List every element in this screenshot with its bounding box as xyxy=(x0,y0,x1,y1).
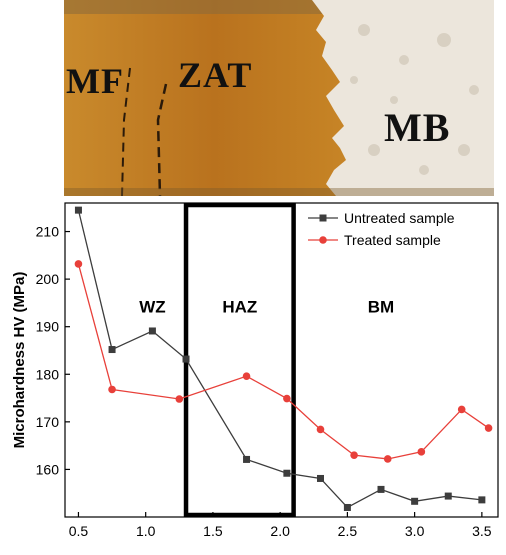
weld-photo-graphic xyxy=(64,0,494,196)
data-point xyxy=(484,424,493,432)
base-metal-region xyxy=(312,0,494,196)
x-tick-label: 3.0 xyxy=(405,523,425,539)
plot-frame xyxy=(64,202,499,518)
fusion-line-2 xyxy=(156,83,168,196)
data-point xyxy=(457,405,466,414)
data-point xyxy=(411,497,419,505)
data-point xyxy=(316,425,325,434)
photo-label-zat: ZAT xyxy=(178,55,253,95)
legend: Untreated sample Treated sample xyxy=(308,210,455,248)
data-point xyxy=(108,385,116,394)
data-point xyxy=(377,485,385,493)
y-tick-label: 200 xyxy=(36,271,60,287)
zone-annotation: BM xyxy=(368,297,394,316)
data-point xyxy=(243,455,251,463)
zone-annotation: HAZ xyxy=(222,297,257,316)
legend-label: Untreated sample xyxy=(344,210,455,226)
data-point xyxy=(316,474,324,482)
data-point xyxy=(383,455,392,463)
data-point xyxy=(108,346,116,354)
data-point xyxy=(175,395,184,403)
y-tick-label: 190 xyxy=(36,319,60,335)
data-point xyxy=(417,448,426,456)
photo-label-mb: MB xyxy=(384,105,451,150)
y-axis: 160 170 180 190 200 210 xyxy=(36,224,70,477)
data-point xyxy=(283,394,291,403)
data-point xyxy=(350,451,358,459)
base-metal-texture xyxy=(350,24,479,175)
data-point xyxy=(478,496,486,504)
legend-marker xyxy=(319,236,327,244)
series-group xyxy=(74,206,493,511)
data-point xyxy=(148,327,156,335)
legend-marker xyxy=(319,214,327,222)
x-axis: 0.5 1.0 1.5 2.0 2.5 3.0 3.5 xyxy=(69,512,492,539)
y-tick-label: 180 xyxy=(36,366,60,382)
legend-label: Treated sample xyxy=(344,232,441,248)
x-tick-label: 3.5 xyxy=(472,523,492,539)
photo-label-mf: MF xyxy=(66,61,124,101)
y-axis-label: Microhardness HV (MPa) xyxy=(11,272,28,449)
data-point xyxy=(182,355,190,363)
data-point xyxy=(444,492,452,500)
x-tick-label: 1.0 xyxy=(136,523,156,539)
y-tick-label: 170 xyxy=(36,414,60,430)
weld-cross-section-photo: MF ZAT MB xyxy=(64,0,494,196)
zone-annotation: WZ xyxy=(139,297,165,316)
series-line-2 xyxy=(77,263,489,460)
series-line-1 xyxy=(77,209,482,509)
x-tick-label: 2.5 xyxy=(338,523,358,539)
data-point xyxy=(74,260,83,268)
haz-box xyxy=(183,202,296,518)
microhardness-chart: 160 170 180 190 200 210 0.5 1.0 1.5 2.0 2.5 3.0 3.5… xyxy=(0,196,506,550)
y-tick-label: 210 xyxy=(36,224,60,240)
zone-annotations: WZ HAZ BM xyxy=(139,297,394,316)
chart-svg: 160 170 180 190 200 210 0.5 1.0 1.5 2.0 2.5 3.0 3.5… xyxy=(11,202,499,539)
x-tick-label: 2.0 xyxy=(270,523,290,539)
photo-bottom-edge xyxy=(64,188,494,196)
data-point xyxy=(283,469,291,477)
data-point xyxy=(242,372,251,380)
x-tick-label: 0.5 xyxy=(69,523,89,539)
x-tick-label: 1.5 xyxy=(203,523,223,539)
data-point xyxy=(74,206,82,214)
y-tick-label: 160 xyxy=(36,461,60,477)
fusion-line-1 xyxy=(121,67,131,196)
data-point xyxy=(343,503,351,511)
